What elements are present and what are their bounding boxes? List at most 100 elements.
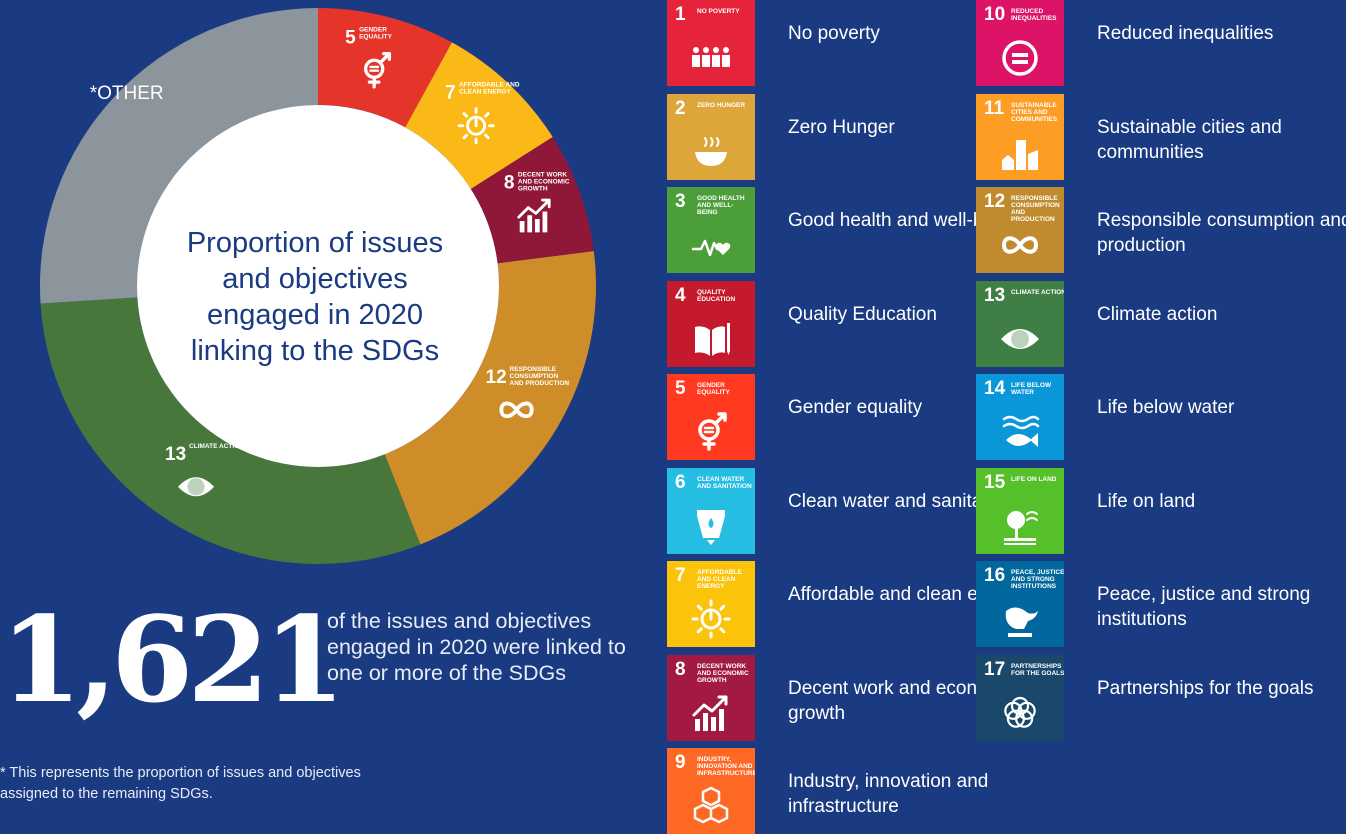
sdg-tile-title: INDUSTRY, INNOVATION AND INFRASTRUCTURE (697, 756, 755, 777)
sdg-tile-number: 1 (675, 4, 686, 25)
sdg-tile-number: 3 (675, 191, 686, 212)
sdg-tile: 15 LIFE ON LAND (976, 467, 1064, 554)
sdg-tile-title: CLEAN WATER AND SANITATION (697, 475, 752, 490)
bowl-icon (695, 136, 727, 166)
sdg-tile-title: RESPONSIBLE CONSUMPTION AND PRODUCTION (1011, 195, 1060, 223)
sdg-goal-label: Clean water and sanitation (788, 490, 1013, 512)
sdg-goal-2: 2 ZERO HUNGER Zero Hunger (667, 93, 997, 180)
sdg-tile: 3 GOOD HEALTH AND WELL-BEING (667, 187, 755, 273)
tree-icon (1004, 510, 1038, 545)
donut-slice (405, 42, 553, 190)
slice-title-line: GROWTH (518, 185, 548, 192)
sdg-tile-title: DECENT WORK AND ECONOMIC GROWTH (697, 662, 749, 684)
sdg-tile-title: QUALITY EDUCATION (697, 288, 736, 303)
sdg-goal-label: Gender equality (788, 397, 923, 418)
sdg-goal-label: Industry, innovation and infrastructure (788, 771, 989, 817)
chart-title-line: Proportion of issues (187, 227, 443, 259)
slice-title-line: CLIMATE ACTION (189, 443, 244, 450)
family-icon (692, 47, 730, 67)
sdg-goal-label: Partnerships for the goals (1097, 677, 1314, 699)
sdg-tile-title: REDUCED INEQUALITIES (1011, 8, 1057, 22)
dove-icon (1005, 607, 1038, 637)
slice-icon (363, 51, 392, 89)
slice-title-line: DECENT WORK (518, 171, 567, 178)
sdg-tile-number: 12 (984, 191, 1006, 212)
slice-icon (517, 198, 551, 233)
slice-number: 7 (445, 83, 456, 104)
sdg-goal-label: No poverty (788, 23, 880, 44)
sdg-tile-number: 2 (675, 97, 686, 119)
slice-title-line: CLEAN ENERGY (459, 89, 511, 96)
chart-title-line: linking to the SDGs (191, 335, 439, 367)
sdg-goal-label: Climate action (1097, 303, 1218, 325)
slice-label: 13 CLIMATE ACTION (165, 443, 244, 497)
sdg-goal-label: Quality Education (788, 303, 937, 325)
sdg-goal-17: 17 PARTNERSHIPS FOR THE GOALS Partnerships… (976, 654, 1314, 741)
slice-number: 12 (486, 367, 507, 388)
gender-icon (698, 412, 727, 451)
slice-icon (177, 477, 215, 497)
sdg-tile: 16 PEACE, JUSTICE AND STRONG INSTITUTIONS (976, 561, 1064, 647)
sdg-tile-title: LIFE ON LAND (1011, 475, 1057, 483)
book-icon (695, 322, 730, 356)
sdg-goal-15: 15 LIFE ON LAND Life on land (976, 467, 1306, 554)
donut-slice (470, 137, 594, 264)
sdg-tile-number: 13 (984, 284, 1006, 306)
sdg-tile-title: GENDER EQUALITY (697, 382, 730, 396)
slice-label-other: *OTHER (90, 83, 164, 104)
slice-title-line: EQUALITY (359, 34, 393, 41)
sdg-tile: 5 GENDER EQUALITY (667, 374, 755, 460)
slice-number: 8 (504, 172, 515, 193)
sdg-goal-12: 12 RESPONSIBLE CONSUMPTION AND PRODUCTION… (976, 187, 1346, 273)
sdg-tile-number: 17 (984, 658, 1006, 680)
water-icon (697, 509, 725, 545)
sdg-tile: 2 ZERO HUNGER (667, 93, 755, 180)
sdg-goal-10: 10 REDUCED INEQUALITIES Reduced inequaliti… (976, 0, 1306, 86)
sdg-goal-label: Peace, justice and strong institutions (1097, 584, 1311, 630)
sdg-tile-number: 16 (984, 565, 1006, 586)
slice-icon (457, 107, 495, 145)
sdg-tile-title: SUSTAINABLE CITIES AND COMMUNITIES (1011, 101, 1058, 123)
sdg-goal-7: 7 AFFORDABLE AND CLEAN ENERGY Affordable a… (667, 561, 1025, 647)
equals-icon (1002, 40, 1038, 76)
sdg-goal-16: 16 PEACE, JUSTICE AND STRONG INSTITUTIONS… (976, 561, 1310, 647)
sdg-goal-label: Decent work and economic growth (788, 677, 1018, 724)
sdg-tile: 14 LIFE BELOW WATER (976, 374, 1064, 460)
sdg-goal-3: 3 GOOD HEALTH AND WELL-BEING Good health a… (667, 187, 1019, 273)
chart-title-line: and objectives (222, 263, 407, 295)
city-icon (1002, 139, 1038, 170)
sdg-tile-number: 5 (675, 378, 686, 399)
sdg-goal-14: 14 LIFE BELOW WATER Life below water (976, 374, 1306, 460)
donut-hole (137, 105, 499, 467)
sdg-tile-number: 9 (675, 752, 686, 773)
sdg-tile: 17 PARTNERSHIPS FOR THE GOALS (976, 654, 1064, 741)
sdg-tile-number: 8 (675, 658, 686, 680)
eye-globe-icon (1001, 328, 1039, 349)
sdg-tile: 6 CLEAN WATER AND SANITATION (667, 467, 755, 554)
sdg-goal-1: 1 NO POVERTY No poverty (667, 0, 997, 86)
donut-slice (318, 8, 452, 128)
slice-title-line: GENDER (359, 27, 387, 34)
sdg-goal-label: Life on land (1097, 490, 1196, 512)
sdg-tile: 4 QUALITY EDUCATION (667, 280, 755, 367)
chart-title-line: engaged in 2020 (207, 299, 423, 331)
sdg-tile: 8 DECENT WORK AND ECONOMIC GROWTH (667, 654, 755, 741)
sdg-tile-number: 7 (675, 565, 686, 586)
sdg-goal-label: Responsible consumption and production (1097, 210, 1346, 256)
sdg-goal-label: Zero Hunger (788, 116, 895, 138)
sdg-tile-title: ZERO HUNGER (697, 101, 746, 109)
sdg-tile: 13 CLIMATE ACTION (976, 280, 1064, 367)
rings-icon (1004, 696, 1036, 728)
sdg-tile-number: 4 (675, 284, 686, 306)
sdg-tile-number: 11 (984, 97, 1005, 119)
donut-slice (39, 8, 318, 304)
infinity-icon (1002, 236, 1038, 254)
headline-number: 1,621 (0, 590, 346, 729)
slice-title-line: RESPONSIBLE (510, 366, 557, 373)
sdg-goal-4: 4 QUALITY EDUCATION Quality Education (667, 280, 997, 367)
sdg-tile-title: AFFORDABLE AND CLEAN ENERGY (697, 569, 742, 590)
